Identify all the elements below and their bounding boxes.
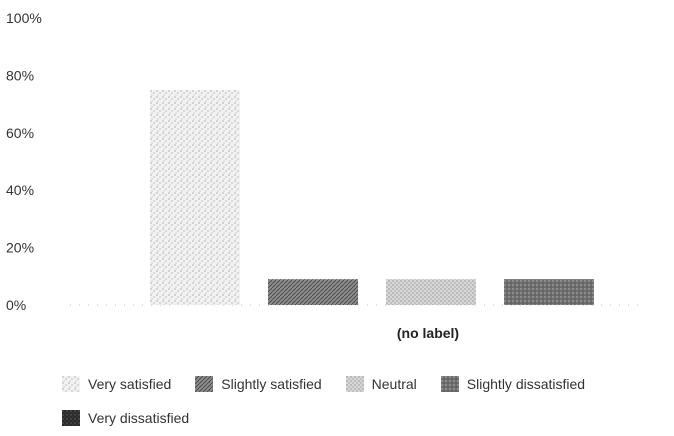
x-category-label: (no label) <box>397 325 459 341</box>
legend: Very satisfied Slightly satisfied Neutral S… <box>62 374 672 428</box>
y-tick-label: 100% <box>6 10 42 26</box>
legend-swatch <box>62 410 80 426</box>
legend-item: Slightly satisfied <box>195 374 322 394</box>
legend-label: Very dissatisfied <box>88 410 190 426</box>
legend-swatch <box>195 376 214 392</box>
y-tick-label: 40% <box>6 182 34 198</box>
chart-area: 0% 20% 40% 60% 80% 100% (no label) <box>6 10 640 341</box>
y-tick-label: 0% <box>6 297 26 313</box>
bar-slightly-dissatisfied <box>504 279 594 305</box>
legend-swatch <box>345 376 364 392</box>
legend-item: Very dissatisfied <box>62 408 189 428</box>
legend-label: Slightly dissatisfied <box>466 376 586 392</box>
y-tick-label: 80% <box>6 67 34 83</box>
bar-very-satisfied <box>150 89 240 305</box>
legend-label: Very satisfied <box>88 376 172 392</box>
legend-label: Neutral <box>371 376 417 392</box>
legend-item: Slightly dissatisfied <box>440 374 586 394</box>
bar-neutral <box>386 279 476 305</box>
legend-swatch <box>62 376 80 392</box>
legend-item: Very satisfied <box>62 374 171 394</box>
bar-group <box>150 89 594 305</box>
legend-swatch <box>440 376 459 392</box>
legend-label: Slightly satisfied <box>221 376 322 392</box>
bar-slightly-satisfied <box>268 279 358 305</box>
legend-item: Neutral <box>345 374 417 394</box>
y-tick-label: 20% <box>6 240 34 256</box>
y-axis-ticks: 0% 20% 40% 60% 80% 100% <box>6 10 42 313</box>
y-tick-label: 60% <box>6 125 34 141</box>
